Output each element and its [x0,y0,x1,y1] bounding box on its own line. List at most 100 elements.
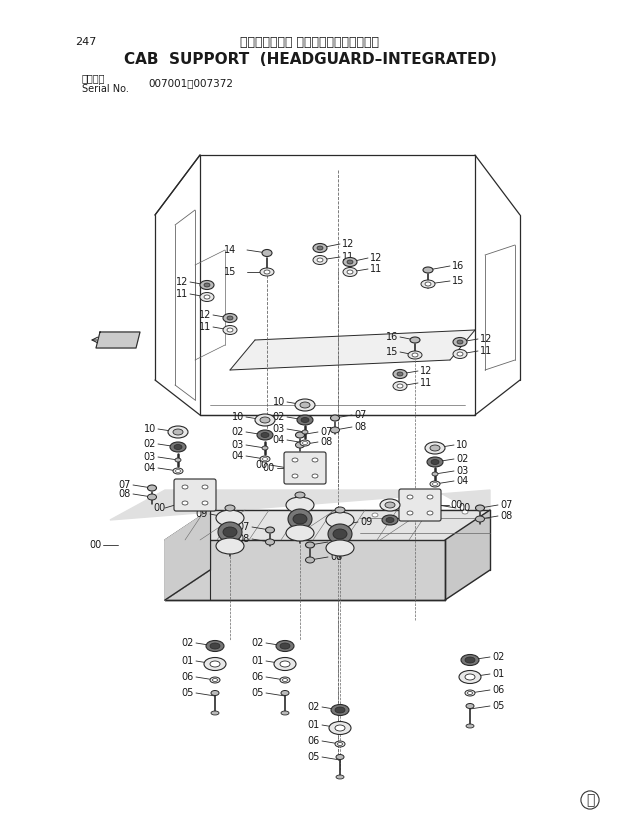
Ellipse shape [397,384,403,388]
Ellipse shape [286,525,314,541]
Ellipse shape [393,381,407,390]
Ellipse shape [262,446,268,450]
Ellipse shape [476,505,484,511]
Text: 07: 07 [118,480,131,490]
Ellipse shape [335,507,345,513]
Text: 00: 00 [153,503,166,513]
Ellipse shape [335,725,345,731]
Ellipse shape [173,468,183,474]
Ellipse shape [260,456,270,462]
Polygon shape [165,540,445,600]
Ellipse shape [408,351,422,359]
Ellipse shape [330,415,340,421]
Ellipse shape [427,495,433,499]
Ellipse shape [402,511,408,515]
Text: 05: 05 [182,688,194,698]
Text: 15: 15 [386,347,398,357]
Ellipse shape [466,724,474,728]
Ellipse shape [393,370,407,379]
Text: 08: 08 [500,511,512,521]
Text: 00: 00 [255,460,268,470]
Ellipse shape [296,432,304,438]
Ellipse shape [280,677,290,683]
Ellipse shape [317,258,323,262]
Text: 01: 01 [308,720,320,730]
Text: 09: 09 [360,517,372,527]
Ellipse shape [200,293,214,302]
Ellipse shape [336,775,344,779]
Text: 02: 02 [273,412,285,422]
Text: 00: 00 [90,540,102,550]
Ellipse shape [257,430,273,440]
Ellipse shape [276,640,294,652]
Text: 10: 10 [232,412,244,422]
Ellipse shape [335,741,345,747]
Ellipse shape [260,268,274,276]
Ellipse shape [225,505,235,511]
Ellipse shape [223,326,237,334]
Text: 16: 16 [452,261,464,271]
Text: 04: 04 [273,435,285,445]
Ellipse shape [265,527,275,533]
Text: 10: 10 [273,397,285,407]
Text: 05: 05 [252,688,264,698]
Text: 05: 05 [308,752,320,762]
Ellipse shape [175,458,181,462]
Ellipse shape [331,705,349,715]
FancyBboxPatch shape [399,489,441,521]
Ellipse shape [312,474,318,478]
Ellipse shape [333,529,347,539]
Ellipse shape [204,657,226,671]
Ellipse shape [386,518,394,523]
Ellipse shape [457,352,463,356]
Text: 10: 10 [144,424,156,434]
Ellipse shape [430,481,440,487]
Ellipse shape [293,514,307,524]
Ellipse shape [210,677,220,683]
Polygon shape [96,332,140,348]
Text: 02: 02 [252,638,264,648]
Text: 11: 11 [342,252,354,262]
Text: 09: 09 [196,509,208,519]
Text: 07: 07 [237,522,250,532]
Text: 07: 07 [354,410,366,420]
Ellipse shape [174,444,182,450]
Ellipse shape [170,442,186,452]
Ellipse shape [465,674,475,680]
Polygon shape [230,330,475,370]
Text: 10: 10 [410,497,422,507]
Text: 03: 03 [456,466,468,476]
Ellipse shape [407,495,413,499]
Ellipse shape [182,485,188,489]
Text: 04: 04 [232,451,244,461]
Ellipse shape [182,501,188,505]
Ellipse shape [148,485,156,491]
Ellipse shape [300,402,310,408]
Ellipse shape [227,328,233,332]
Ellipse shape [462,510,468,514]
Text: 01: 01 [182,656,194,666]
Ellipse shape [476,516,484,522]
Ellipse shape [466,704,474,709]
Ellipse shape [173,429,183,435]
Ellipse shape [280,643,290,649]
Ellipse shape [265,539,275,545]
FancyBboxPatch shape [174,479,216,511]
Ellipse shape [202,501,208,505]
Ellipse shape [213,678,218,681]
Text: 03: 03 [273,424,285,434]
Text: 247: 247 [75,37,96,47]
Text: 00: 00 [458,503,470,513]
Text: 02: 02 [492,652,505,662]
Ellipse shape [430,445,440,451]
Text: 10: 10 [456,440,468,450]
Text: 06: 06 [252,672,264,682]
Ellipse shape [432,472,438,476]
Polygon shape [445,510,490,600]
Text: 08: 08 [330,552,342,562]
Ellipse shape [382,515,398,525]
Text: 12: 12 [420,366,432,376]
Ellipse shape [200,280,214,289]
Text: 11: 11 [480,346,492,356]
Text: 07: 07 [320,427,332,437]
